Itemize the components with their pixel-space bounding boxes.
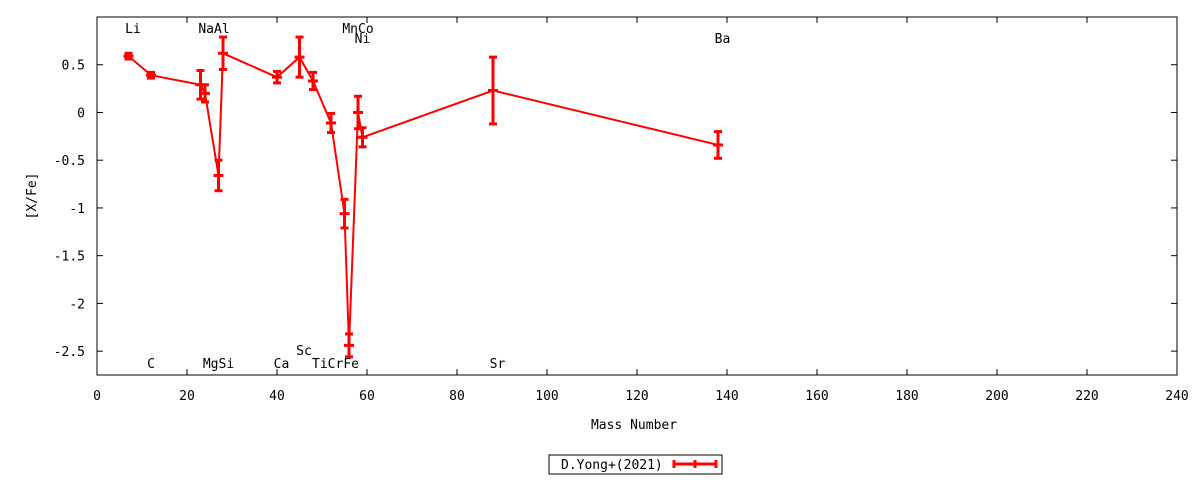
x-tick-label: 120 xyxy=(625,389,648,404)
x-tick-label: 240 xyxy=(1165,389,1188,404)
plot-frame xyxy=(96,16,1178,376)
x-tick-label: 40 xyxy=(269,389,285,404)
data-point-fe xyxy=(344,332,354,359)
y-tick-label: -2 xyxy=(69,297,85,312)
data-point-ba xyxy=(713,130,723,160)
series-line xyxy=(127,51,719,346)
element-label: Li xyxy=(125,22,141,37)
data-point-mg xyxy=(200,83,210,104)
element-label: Ba xyxy=(715,32,731,47)
element-label: TiCrFe xyxy=(312,357,359,372)
y-tick-label: -2.5 xyxy=(54,345,85,360)
axis-ticks: 0 20 40 60 80 100 120 140 160 180 200 220 240 0.5 0 -0.… xyxy=(54,17,1189,404)
legend-sample xyxy=(672,460,718,468)
x-tick-label: 200 xyxy=(985,389,1008,404)
element-label: MnCo xyxy=(342,22,373,37)
y-tick-label: -0.5 xyxy=(54,154,85,169)
y-tick-label: 0 xyxy=(77,106,85,121)
data-point-al xyxy=(213,158,224,193)
element-label: Ni xyxy=(355,32,371,47)
data-point-sr xyxy=(488,55,498,126)
x-tick-label: 60 xyxy=(359,389,375,404)
x-tick-label: 80 xyxy=(449,389,465,404)
data-point-ti xyxy=(308,70,318,92)
y-tick-label: -1 xyxy=(69,202,85,217)
x-tick-label: 160 xyxy=(805,389,828,404)
data-point-si xyxy=(218,35,228,72)
data-point-c xyxy=(146,70,156,80)
element-label: Sr xyxy=(490,357,506,372)
element-label: MgSi xyxy=(203,357,234,372)
legend-label: D.Yong+(2021) xyxy=(561,458,663,473)
data-point-ni xyxy=(357,126,368,149)
x-tick-label: 180 xyxy=(895,389,918,404)
y-tick-label: -1.5 xyxy=(54,250,85,265)
element-label: NaAl xyxy=(198,22,229,37)
series-layer xyxy=(123,35,723,359)
data-point-sc xyxy=(294,35,305,79)
data-point-co xyxy=(353,94,363,131)
x-axis-title: Mass Number xyxy=(591,418,677,433)
x-tick-label: 140 xyxy=(715,389,738,404)
x-tick-label: 100 xyxy=(535,389,558,404)
data-point-mn xyxy=(339,197,350,230)
legend: D.Yong+(2021) xyxy=(548,454,723,475)
data-point-cr xyxy=(326,111,336,135)
x-tick-label: 0 xyxy=(93,389,101,404)
y-axis-title: [X/Fe] xyxy=(25,173,40,220)
y-tick-label: 0.5 xyxy=(62,59,85,74)
element-label: C xyxy=(147,357,155,372)
element-label: Sc xyxy=(296,344,312,359)
legend-box xyxy=(548,454,723,475)
data-point-ca xyxy=(272,69,282,85)
element-label: Ca xyxy=(274,357,290,372)
data-point-li xyxy=(123,51,134,61)
x-tick-label: 220 xyxy=(1075,389,1098,404)
x-tick-label: 20 xyxy=(179,389,195,404)
